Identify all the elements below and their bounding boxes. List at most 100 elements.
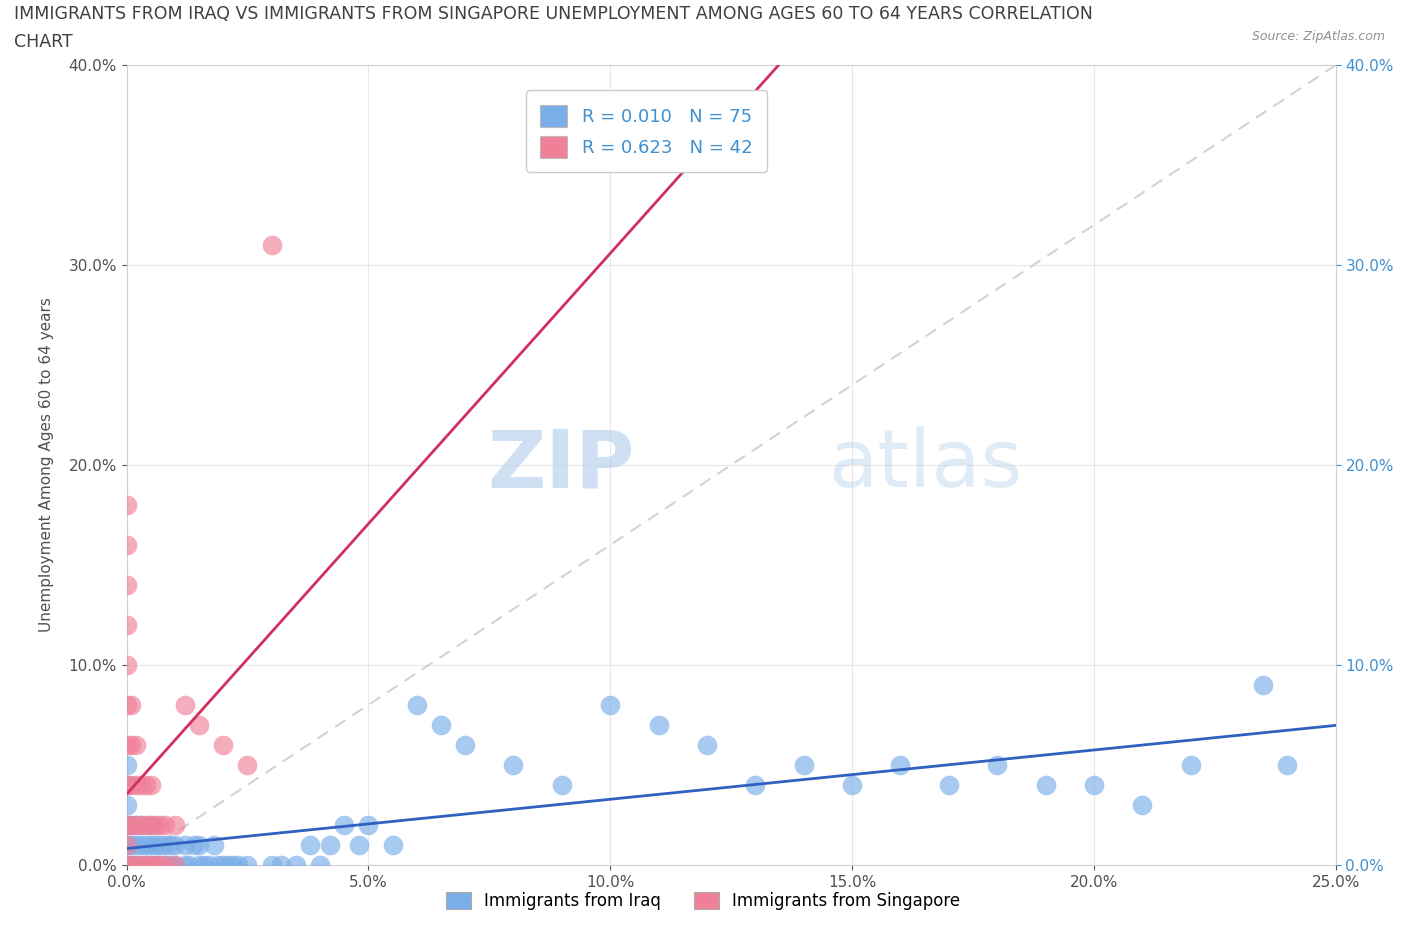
Point (120, 817, 142, 832)
Point (149, 857, 172, 872)
Point (115, 857, 138, 872)
Point (179, 857, 201, 872)
Point (125, 857, 148, 872)
Point (173, 838, 195, 853)
Text: IMMIGRANTS FROM IRAQ VS IMMIGRANTS FROM SINGAPORE UNEMPLOYMENT AMONG AGES 60 TO : IMMIGRANTS FROM IRAQ VS IMMIGRANTS FROM … (14, 5, 1092, 22)
Point (139, 857, 162, 872)
Point (889, 757, 911, 772)
Point (347, 838, 370, 853)
Point (125, 817, 148, 832)
Point (163, 857, 186, 872)
Point (159, 838, 181, 853)
Point (125, 857, 148, 872)
Point (115, 698, 138, 712)
Point (115, 538, 138, 552)
Point (149, 857, 172, 872)
Point (145, 857, 167, 872)
Point (115, 658, 138, 672)
Point (647, 718, 669, 733)
Point (159, 857, 181, 872)
Point (793, 757, 815, 772)
Point (1035, 777, 1057, 792)
Point (145, 817, 167, 832)
Point (1277, 757, 1299, 772)
Point (129, 857, 152, 872)
Point (236, 757, 259, 772)
Point (173, 698, 195, 712)
Point (1180, 757, 1202, 772)
Point (129, 857, 152, 872)
Point (405, 698, 427, 712)
Point (299, 838, 322, 853)
Point (155, 817, 177, 832)
Point (260, 237, 283, 252)
Point (357, 817, 380, 832)
Point (270, 857, 292, 872)
Point (125, 737, 148, 752)
Point (129, 777, 152, 792)
Point (115, 757, 138, 772)
Point (129, 817, 152, 832)
Point (115, 777, 138, 792)
Point (212, 857, 235, 872)
Text: atlas: atlas (828, 426, 1022, 504)
Point (129, 817, 152, 832)
Point (120, 777, 142, 792)
Point (115, 857, 138, 872)
Point (139, 777, 162, 792)
Point (115, 777, 138, 792)
Point (212, 737, 235, 752)
Point (155, 838, 177, 853)
Point (226, 857, 249, 872)
Point (125, 817, 148, 832)
Point (841, 777, 863, 792)
Point (197, 857, 219, 872)
Point (744, 777, 766, 792)
Point (135, 777, 157, 792)
Point (120, 817, 142, 832)
Point (135, 857, 157, 872)
Point (188, 838, 211, 853)
Point (149, 817, 172, 832)
Point (115, 578, 138, 592)
Text: CHART: CHART (14, 33, 73, 50)
Point (120, 737, 142, 752)
Point (986, 757, 1008, 772)
Point (139, 838, 162, 853)
Point (217, 857, 239, 872)
Point (139, 857, 162, 872)
Point (163, 817, 186, 832)
Point (163, 857, 186, 872)
Point (173, 857, 195, 872)
Point (163, 838, 186, 853)
Point (139, 817, 162, 832)
Legend: R = 0.010   N = 75, R = 0.623   N = 42: R = 0.010 N = 75, R = 0.623 N = 42 (526, 90, 768, 172)
Point (599, 698, 621, 712)
Point (1083, 777, 1105, 792)
Point (145, 857, 167, 872)
Point (115, 798, 138, 813)
Point (284, 857, 307, 872)
Point (115, 838, 138, 853)
Point (502, 757, 524, 772)
Point (222, 857, 245, 872)
Point (115, 838, 138, 853)
Legend: Immigrants from Iraq, Immigrants from Singapore: Immigrants from Iraq, Immigrants from Si… (439, 885, 967, 917)
Point (115, 817, 138, 832)
Point (1251, 677, 1274, 692)
Point (1130, 798, 1153, 813)
Point (202, 838, 225, 853)
Point (430, 718, 453, 733)
Point (149, 838, 172, 853)
Point (120, 857, 142, 872)
Point (120, 857, 142, 872)
Point (260, 857, 283, 872)
Point (139, 817, 162, 832)
Point (115, 737, 138, 752)
Point (135, 817, 157, 832)
Point (115, 498, 138, 512)
Y-axis label: Unemployment Among Ages 60 to 64 years: Unemployment Among Ages 60 to 64 years (39, 298, 55, 632)
Point (236, 857, 259, 872)
Point (183, 838, 205, 853)
Point (145, 838, 167, 853)
